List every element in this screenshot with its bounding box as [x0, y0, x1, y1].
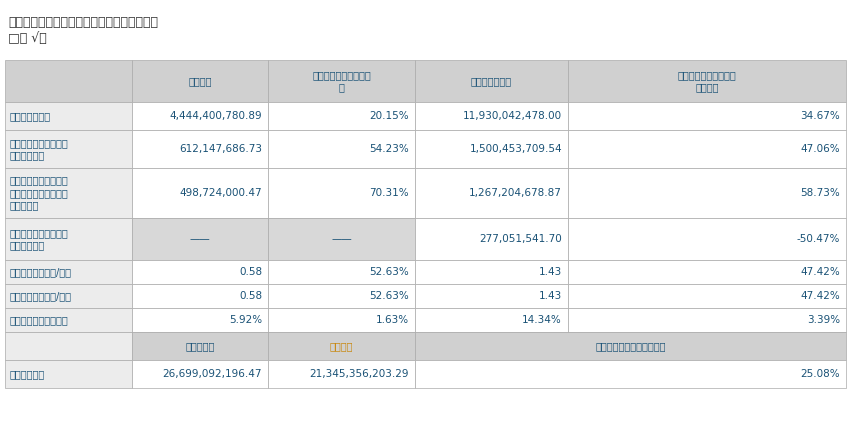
Bar — [568, 168, 846, 218]
Bar — [5, 260, 132, 284]
Text: 加权平均净资产收益率: 加权平均净资产收益率 — [10, 315, 69, 325]
Bar — [568, 130, 846, 168]
Bar — [415, 332, 846, 360]
Text: 5.92%: 5.92% — [229, 315, 262, 325]
Bar — [132, 360, 268, 388]
Text: 年初至报告期末比上年
同期增减: 年初至报告期末比上年 同期增减 — [677, 70, 736, 92]
Bar — [268, 130, 415, 168]
Text: 277,051,541.70: 277,051,541.70 — [479, 234, 562, 244]
Bar — [268, 260, 415, 284]
Bar — [132, 130, 268, 168]
Bar — [132, 218, 268, 260]
Text: 20.15%: 20.15% — [369, 111, 409, 121]
Bar — [5, 102, 132, 130]
Text: 本报告期: 本报告期 — [188, 76, 212, 86]
Text: 上年度末: 上年度末 — [329, 341, 353, 351]
Bar — [5, 332, 132, 360]
Text: 26,699,092,196.47: 26,699,092,196.47 — [163, 369, 262, 379]
Bar — [568, 218, 846, 260]
Bar — [268, 332, 415, 360]
Text: 本报告期末比上年度末增减: 本报告期末比上年度末增减 — [595, 341, 665, 351]
Bar — [5, 360, 132, 388]
Text: 70.31%: 70.31% — [369, 188, 409, 198]
Text: 本报告期末: 本报告期末 — [186, 341, 214, 351]
Text: 58.73%: 58.73% — [800, 188, 840, 198]
Bar — [5, 308, 132, 332]
Text: 612,147,686.73: 612,147,686.73 — [179, 144, 262, 154]
Text: 公司是否需追溯调整或重述以前年度会计数据: 公司是否需追溯调整或重述以前年度会计数据 — [8, 17, 158, 29]
Text: 47.42%: 47.42% — [800, 291, 840, 301]
Text: 1.63%: 1.63% — [376, 315, 409, 325]
Text: 基本每股收益（元/股）: 基本每股收益（元/股） — [10, 267, 72, 277]
Text: 1,267,204,678.87: 1,267,204,678.87 — [469, 188, 562, 198]
Text: 52.63%: 52.63% — [369, 291, 409, 301]
Bar — [5, 168, 132, 218]
Bar — [568, 102, 846, 130]
Bar — [268, 102, 415, 130]
Bar — [415, 218, 568, 260]
Bar — [268, 60, 415, 102]
Text: 47.06%: 47.06% — [801, 144, 840, 154]
Bar — [5, 60, 132, 102]
Text: 47.42%: 47.42% — [800, 267, 840, 277]
Text: 1.43: 1.43 — [539, 291, 562, 301]
Text: 1.43: 1.43 — [539, 267, 562, 277]
Text: 经营活动产生的现金流
量净额（元）: 经营活动产生的现金流 量净额（元） — [10, 228, 69, 250]
Bar — [415, 60, 568, 102]
Text: 营业收入（元）: 营业收入（元） — [10, 111, 51, 121]
Bar — [415, 360, 846, 388]
Bar — [268, 168, 415, 218]
Bar — [5, 218, 132, 260]
Text: 4,444,400,780.89: 4,444,400,780.89 — [169, 111, 262, 121]
Bar — [5, 130, 132, 168]
Text: -50.47%: -50.47% — [797, 234, 840, 244]
Bar — [132, 308, 268, 332]
Text: ——: —— — [190, 234, 210, 244]
Bar — [132, 168, 268, 218]
Bar — [132, 260, 268, 284]
Bar — [568, 60, 846, 102]
Text: 总资产（元）: 总资产（元） — [10, 369, 45, 379]
Bar — [132, 102, 268, 130]
Bar — [415, 168, 568, 218]
Text: 52.63%: 52.63% — [369, 267, 409, 277]
Bar — [415, 284, 568, 308]
Text: 本报告期比上年同期增
减: 本报告期比上年同期增 减 — [312, 70, 371, 92]
Text: 0.58: 0.58 — [239, 291, 262, 301]
Bar — [568, 284, 846, 308]
Bar — [568, 308, 846, 332]
Text: 34.67%: 34.67% — [800, 111, 840, 121]
Text: 归属于上市公司股东的
净利润（元）: 归属于上市公司股东的 净利润（元） — [10, 138, 69, 160]
Bar — [415, 130, 568, 168]
Text: 稀释每股收益（元/股）: 稀释每股收益（元/股） — [10, 291, 72, 301]
Text: 11,930,042,478.00: 11,930,042,478.00 — [463, 111, 562, 121]
Bar — [268, 308, 415, 332]
Text: □是 √否: □是 √否 — [8, 32, 47, 45]
Bar — [5, 284, 132, 308]
Text: ——: —— — [331, 234, 351, 244]
Bar — [268, 218, 415, 260]
Text: 54.23%: 54.23% — [369, 144, 409, 154]
Bar — [415, 308, 568, 332]
Text: 25.08%: 25.08% — [801, 369, 840, 379]
Text: 1,500,453,709.54: 1,500,453,709.54 — [470, 144, 562, 154]
Text: 21,345,356,203.29: 21,345,356,203.29 — [310, 369, 409, 379]
Bar — [268, 360, 415, 388]
Bar — [415, 260, 568, 284]
Text: 3.39%: 3.39% — [807, 315, 840, 325]
Text: 归属于上市公司股东的
扣除非经常性损益的净
利润（元）: 归属于上市公司股东的 扣除非经常性损益的净 利润（元） — [10, 176, 69, 210]
Bar — [415, 102, 568, 130]
Bar — [132, 332, 268, 360]
Text: 14.34%: 14.34% — [523, 315, 562, 325]
Bar — [132, 284, 268, 308]
Bar — [268, 284, 415, 308]
Bar — [132, 60, 268, 102]
Text: 498,724,000.47: 498,724,000.47 — [180, 188, 262, 198]
Text: 年初至报告期末: 年初至报告期末 — [471, 76, 512, 86]
Bar — [568, 260, 846, 284]
Text: 0.58: 0.58 — [239, 267, 262, 277]
